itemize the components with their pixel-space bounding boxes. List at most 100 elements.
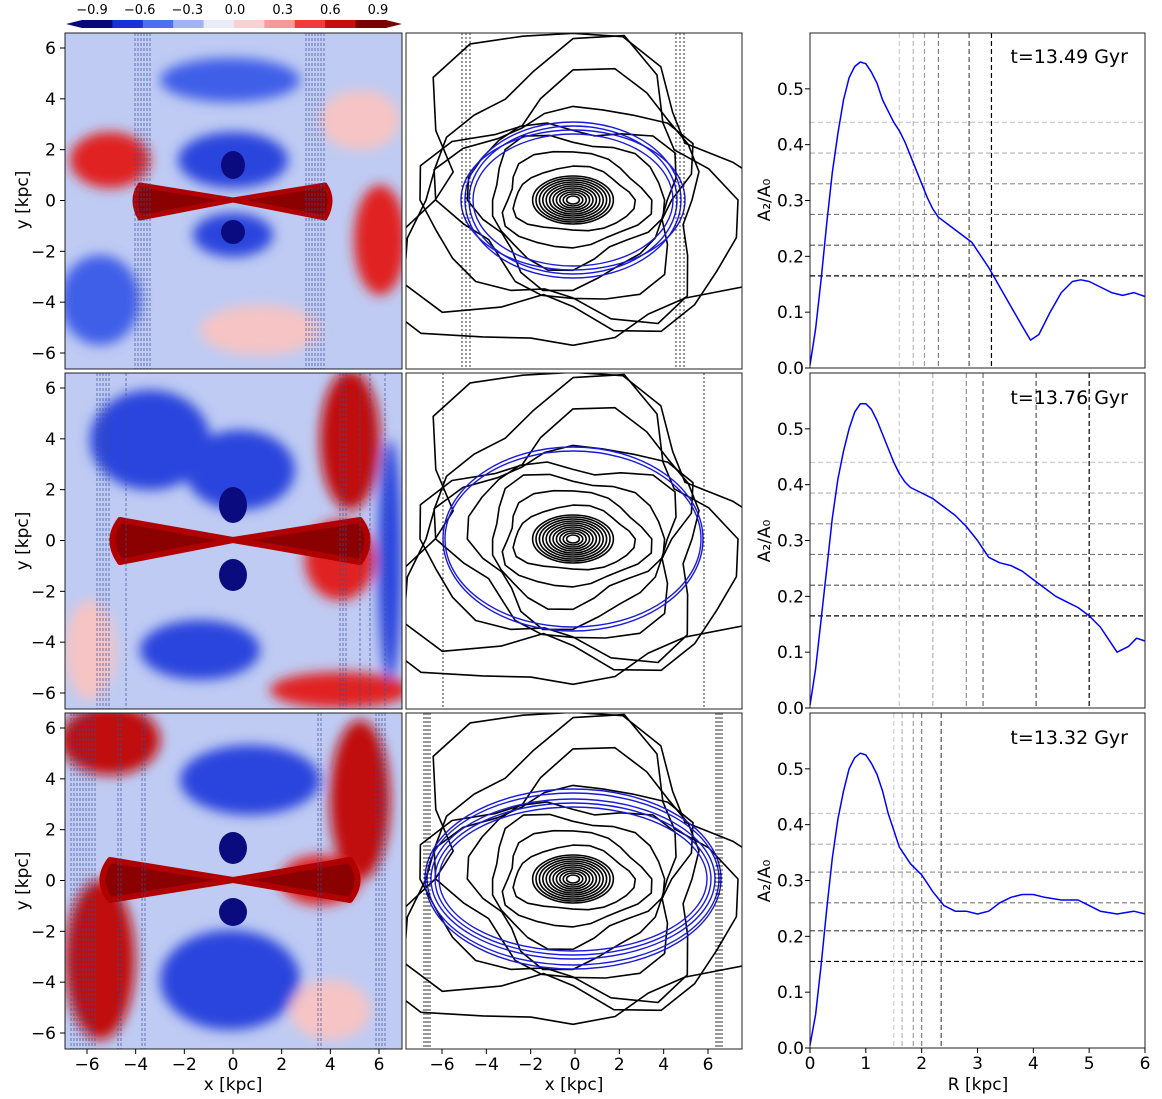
contour-line: [501, 489, 653, 588]
y-tick-label: 4: [45, 770, 56, 790]
contour-line: [512, 165, 637, 232]
contour-line: [535, 856, 611, 902]
y-tick-label: −6: [31, 1024, 56, 1044]
contour-line: [548, 524, 598, 554]
y-tick-label: 0: [45, 872, 56, 892]
contour-line: [555, 868, 591, 890]
map-y-axis-label-2: y [kpc]: [13, 512, 33, 571]
time-label-panel-3: t=13.32 Gyr: [1010, 727, 1128, 749]
contour-line: [531, 514, 615, 564]
y-tick-label: 0.5: [777, 80, 804, 100]
y-tick-label: −6: [31, 344, 56, 364]
fitted-ellipse: [468, 125, 678, 275]
x-tick-label: 4: [325, 1055, 336, 1075]
colorbar-segment: [264, 20, 296, 28]
contour-line: [406, 373, 742, 686]
x-tick-label: 2: [276, 1055, 287, 1075]
contour-line: [406, 34, 739, 333]
y-tick-label: 0.0: [777, 359, 804, 379]
profile-y-axis-label-3: A₂/A₀: [755, 860, 775, 903]
contour-line: [545, 862, 601, 896]
colorbar-segment: [355, 20, 387, 28]
y-tick-label: −4: [31, 973, 56, 993]
contour-line: [512, 844, 637, 911]
contour-line: [552, 187, 594, 213]
profile-x-axis-label: R [kpc]: [948, 1075, 1008, 1095]
x-tick-label: 6: [374, 1055, 385, 1075]
y-tick-label: 6: [45, 719, 56, 739]
x-tick-label: 4: [658, 1055, 669, 1075]
residual-map-panel-1: [65, 33, 402, 369]
fitted-ellipse: [434, 802, 712, 956]
contour-line: [558, 191, 587, 209]
y-tick-label: 0.0: [777, 699, 804, 719]
map-x-axis-label: x [kpc]: [204, 1075, 263, 1095]
contour-line: [558, 870, 587, 888]
contour-line: [406, 33, 742, 347]
contour-line: [491, 813, 666, 951]
contour-line: [538, 858, 608, 900]
time-label-panel-2: t=13.76 Gyr: [1010, 387, 1128, 409]
contour-line: [419, 67, 700, 325]
time-label-panel-1: t=13.49 Gyr: [1010, 46, 1128, 68]
colorbar-segment: [203, 20, 235, 28]
contour-line: [512, 504, 637, 571]
x-tick-label: −2: [518, 1055, 543, 1075]
colorbar-tick-label: 0.3: [272, 3, 293, 18]
contour-line: [406, 373, 739, 672]
contour-line: [501, 829, 653, 928]
contour-line: [419, 746, 700, 1004]
contour-line: [531, 854, 615, 904]
x-tick-label: −2: [172, 1055, 197, 1075]
contour-background: [406, 713, 742, 1049]
profile-y-axis-label-2: A₂/A₀: [755, 520, 775, 563]
contour-line: [558, 530, 587, 548]
fitted-ellipse: [472, 133, 674, 267]
x-tick-label: 3: [972, 1054, 983, 1074]
contour-line: [562, 193, 584, 207]
colorbar-segment: [325, 20, 357, 28]
x-tick-label: 0: [805, 1054, 816, 1074]
contour-line: [491, 134, 666, 272]
colorbar-extend-high: [386, 20, 402, 28]
y-tick-label: 0.4: [777, 476, 804, 496]
contour-frame: [405, 712, 743, 1050]
x-tick-label: 6: [1140, 1054, 1151, 1074]
map-y-axis-label-3: y [kpc]: [13, 852, 33, 911]
contour-line: [562, 532, 584, 546]
y-tick-label: 4: [45, 90, 56, 110]
fitted-ellipse: [460, 129, 686, 271]
contour-line: [466, 801, 677, 971]
fitted-ellipse: [430, 798, 716, 960]
profile-y-axis-label-1: A₂/A₀: [755, 179, 775, 222]
contour-line: [555, 189, 591, 211]
y-tick-label: 0.3: [777, 872, 804, 892]
contour-line: [565, 534, 581, 544]
y-tick-label: 0.1: [777, 303, 804, 323]
fitted-ellipse: [438, 806, 708, 952]
contour-line: [531, 175, 615, 225]
colorbar-tick-label: 0.0: [225, 3, 246, 18]
fitted-ellipse: [444, 450, 702, 628]
contour-line: [555, 528, 591, 550]
y-tick-label: −4: [31, 293, 56, 313]
contour-line: [501, 150, 653, 249]
colorbar-segment: [142, 20, 174, 28]
map-axes: 6 4 2 0 −2 −4 −6 6 4 2 0 −2 −4 −6 6 4 2 0 −2 −4 −6 −6 −4 −2 0 2 4 6…: [31, 32, 743, 1075]
contour-line: [419, 406, 700, 664]
contour-map-panel-1: [406, 33, 742, 369]
x-tick-label: 2: [916, 1054, 927, 1074]
y-tick-label: 0.4: [777, 136, 804, 156]
y-tick-label: −6: [31, 684, 56, 704]
map-y-axis-label-1: y [kpc]: [13, 171, 33, 230]
y-tick-label: 0.2: [777, 927, 804, 947]
contour-line: [491, 473, 666, 611]
contour-line: [552, 866, 594, 892]
residual-map-panel-3: [65, 713, 402, 1049]
y-tick-label: 6: [45, 39, 56, 59]
a2-profile-line: [809, 752, 1146, 1046]
contour-line: [545, 522, 601, 556]
fitted-ellipse: [464, 121, 682, 279]
y-tick-label: 0.2: [777, 247, 804, 267]
